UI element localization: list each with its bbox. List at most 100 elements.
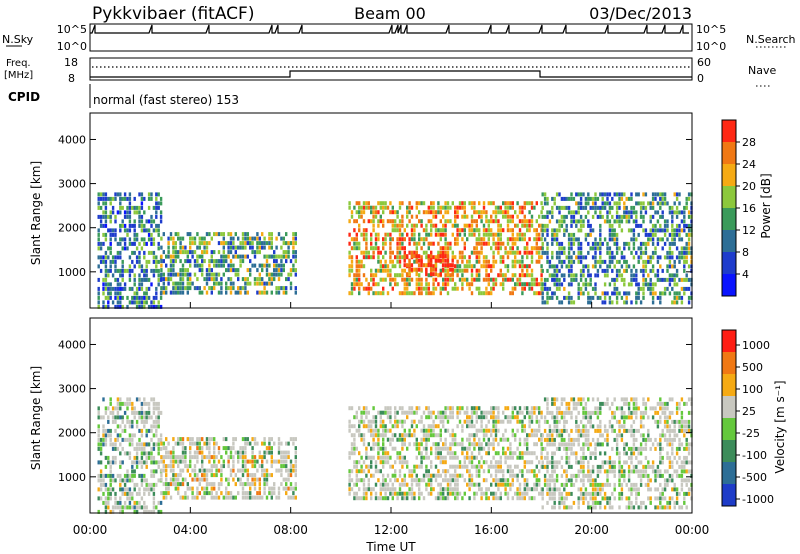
pow-echo-cell [530,246,534,251]
pow-echo-cell [386,268,390,273]
vel-echo-cell [577,505,580,510]
vel-echo-cell [575,415,578,420]
pow-echo-cell [558,277,561,282]
pow-echo-cell [551,264,554,269]
vel-echo-cell [263,491,266,496]
vel-echo-cell [372,455,375,460]
vel-echo-cell [533,428,536,433]
pow-echo-cell [673,232,676,237]
pow-echo-cell [249,268,252,273]
vel-echo-cell [370,455,373,460]
pow-echo-cell [350,282,354,287]
pow-echo-cell [444,268,447,273]
pow-echo-cell [538,246,541,251]
pow-echo-cell [458,205,462,210]
pow-echo-cell [128,273,132,278]
pow-echo-cell [213,272,216,277]
pow-echo-cell [143,304,146,309]
vel-echo-cell [437,491,440,496]
vel-echo-cell [109,487,112,492]
pow-echo-cell [551,273,554,278]
pow-echo-cell [470,223,474,228]
vel-echo-cell [222,495,225,500]
pow-echo-cell [205,290,209,295]
pow-echo-cell [475,273,478,278]
pow-echo-cell [530,214,534,219]
pow-echo-cell [119,196,122,201]
vel-echo-cell [282,450,285,455]
vel-echo-cell [579,464,583,469]
vel-echo-cell [97,473,100,478]
vel-echo-cell [490,442,493,447]
pow-colorbar-tick-label: 28 [742,136,756,149]
pow-echo-cell [499,246,502,251]
vel-echo-cell [589,410,592,415]
pow-echo-cell [107,291,110,296]
pow-echo-cell [97,300,100,305]
pow-echo-cell [292,232,295,237]
vel-echo-cell [553,397,556,402]
pow-echo-cell [261,281,264,286]
vel-echo-cell [189,437,192,442]
pow-echo-cell [654,210,657,215]
vel-echo-cell [570,410,573,415]
vel-echo-cell [511,433,514,438]
pow-echo-cell [439,210,442,215]
pow-echo-cell [246,290,249,295]
vel-echo-cell [418,406,421,411]
pow-echo-cell [478,255,481,260]
pow-echo-cell [116,300,120,305]
vel-echo-cell [497,469,500,474]
pow-echo-cell [541,232,544,237]
vel-echo-cell [490,473,493,478]
vel-echo-cell [198,477,201,482]
pow-echo-cell [591,196,595,201]
vel-echo-cell [603,505,607,510]
pow-echo-cell [258,250,261,255]
vel-echo-cell [582,482,585,487]
pow-echo-cell [239,263,242,268]
vel-echo-cell [174,486,177,491]
pow-echo-cell [555,264,559,269]
pow-echo-cell [551,277,554,282]
vel-echo-cell [382,410,385,415]
pow-echo-cell [116,241,120,246]
pow-echo-cell [119,268,122,273]
pow-echo-cell [389,268,392,273]
vel-echo-cell [213,437,216,442]
vel-echo-cell [249,486,252,491]
vel-echo-cell [358,424,361,429]
pow-echo-cell [533,228,536,233]
vel-echo-cell [420,415,423,420]
vel-echo-cell [473,410,476,415]
pow-echo-cell [511,277,514,282]
pow-echo-cell [530,223,534,228]
pow-echo-cell [133,295,136,300]
pow-echo-cell [649,282,652,287]
pow-echo-cell [494,282,498,287]
pow-echo-cell [205,281,209,286]
pow-echo-cell [201,250,204,255]
vel-echo-cell [492,464,495,469]
vel-echo-cell [294,459,297,464]
vel-echo-cell [213,495,216,500]
pow-echo-cell [579,214,583,219]
pow-echo-cell [675,246,679,251]
vel-echo-cell [147,491,151,496]
pow-echo-cell [625,241,628,246]
vel-echo-cell [599,401,602,406]
pow-echo-cell [632,219,636,224]
vel-echo-cell [280,455,283,460]
vel-echo-cell [391,496,394,501]
vel-echo-cell [184,459,187,464]
vel-echo-cell [131,473,134,478]
pow-echo-cell [133,250,136,255]
pow-echo-cell [396,255,399,260]
pow-echo-cell [401,246,404,251]
pow-echo-cell [169,263,173,268]
pow-echo-cell [135,205,139,210]
vel-echo-cell [439,415,442,420]
vel-echo-cell [225,450,228,455]
vel-echo-cell [377,446,380,451]
vel-echo-cell [516,428,519,433]
